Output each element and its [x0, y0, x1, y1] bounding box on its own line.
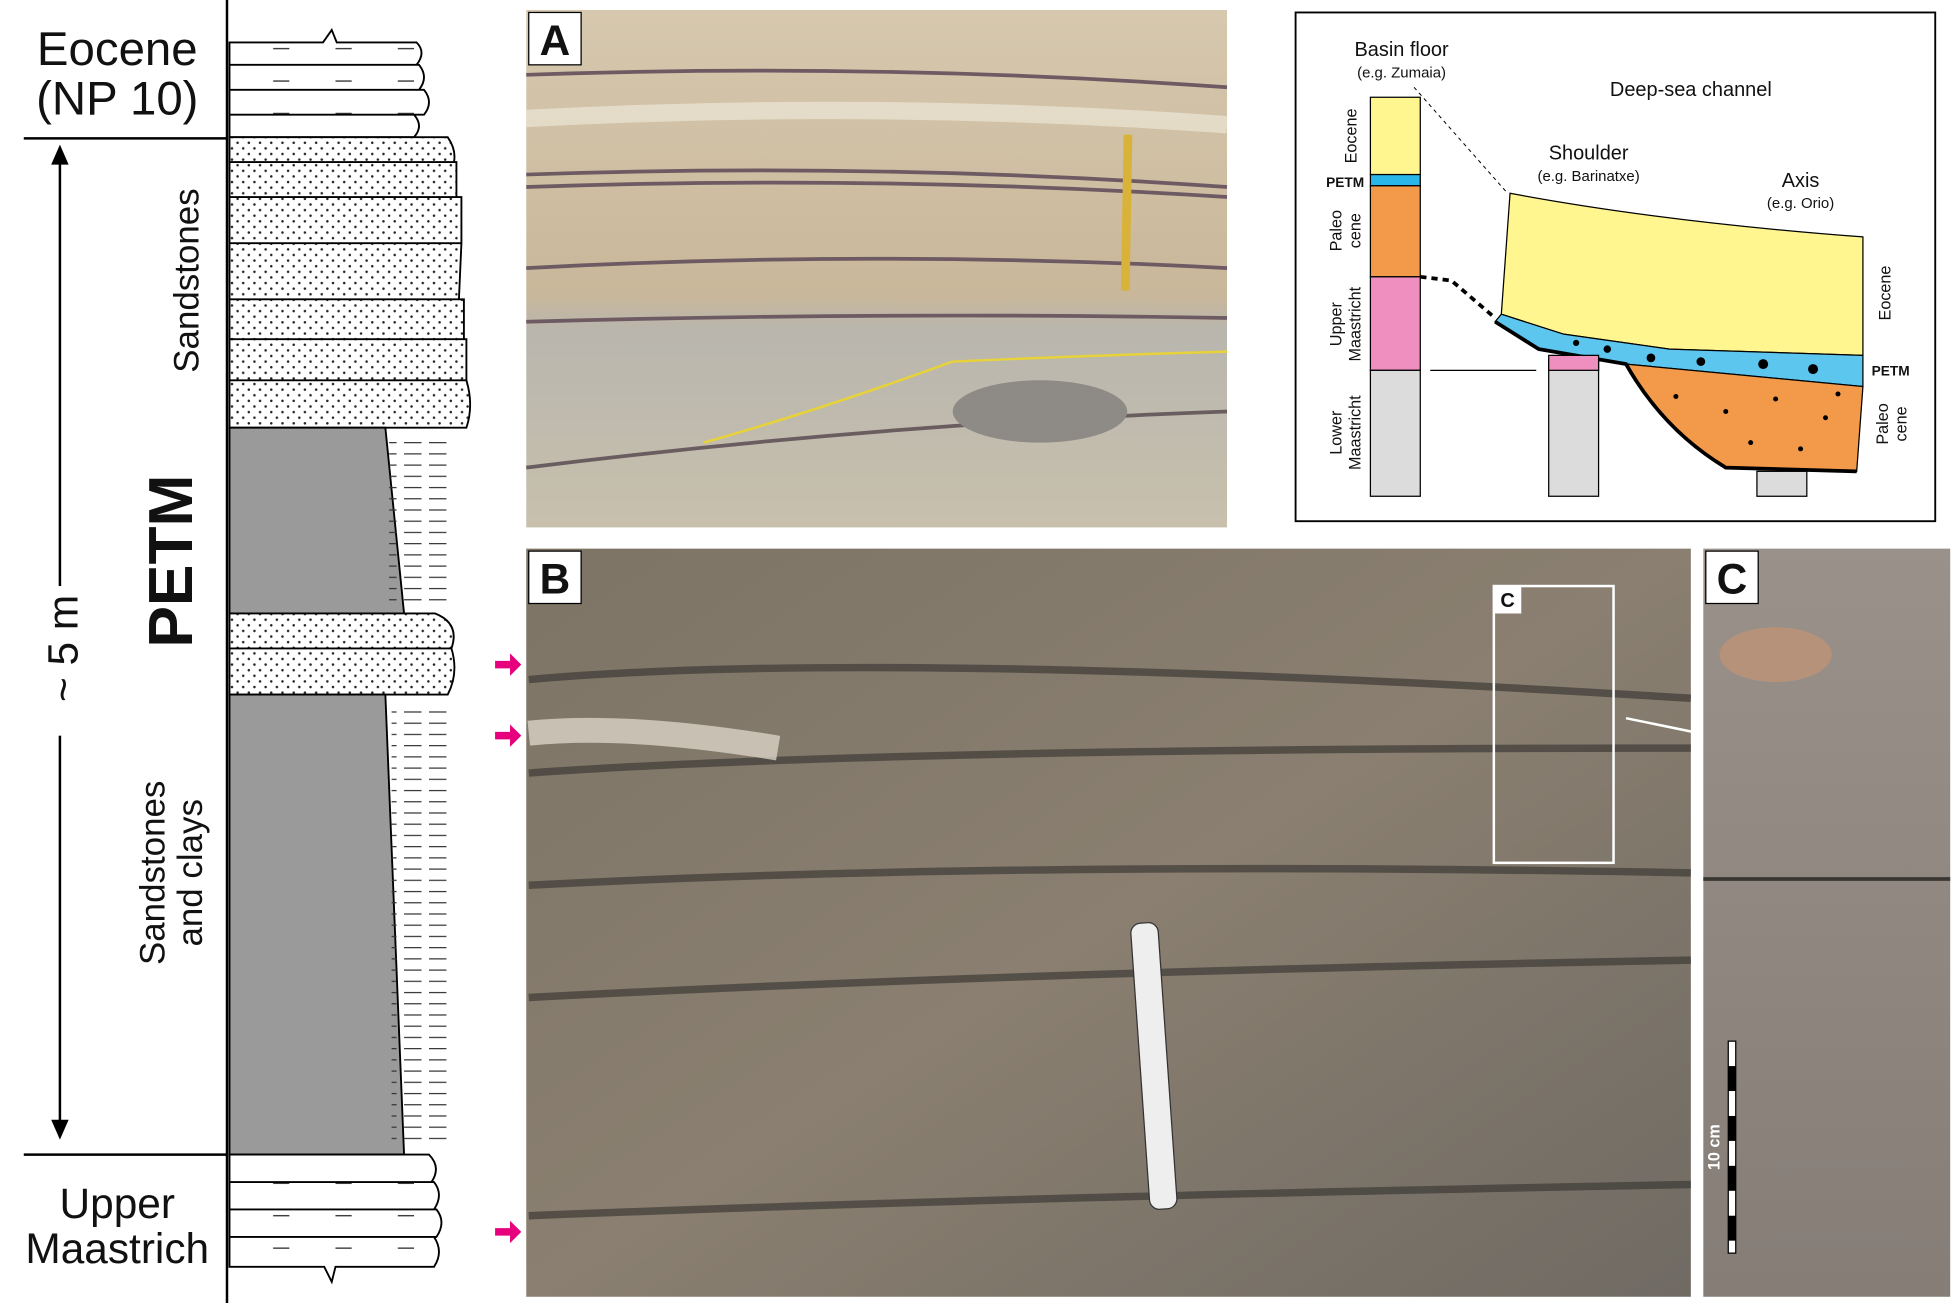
label: Sandstones	[134, 781, 173, 965]
label: cene	[1893, 406, 1911, 441]
scale-label: 10 cm	[1706, 1124, 1724, 1170]
label: Deep-sea channel	[1610, 79, 1772, 101]
label: Basin floor	[1354, 39, 1449, 61]
photo-a: A	[526, 10, 1227, 527]
label: Shoulder	[1549, 143, 1629, 165]
label: Axis	[1782, 170, 1820, 192]
panel-label: B	[540, 556, 571, 603]
panel-label: A	[540, 17, 571, 64]
label: Upper	[1328, 302, 1346, 347]
figure: Eocene (NP 10) Sandstones PETM ~ 5 m San…	[0, 0, 1959, 1303]
label: PETM	[137, 475, 206, 648]
label: PETM	[1326, 175, 1364, 190]
label: ~ 5 m	[39, 595, 86, 702]
label: Maastrich	[25, 1225, 209, 1272]
label: (e.g. Orio)	[1767, 195, 1834, 212]
label: Eocene	[1343, 108, 1361, 163]
photo-c: 10 cm C	[1703, 549, 1950, 1297]
label: Paleo	[1874, 403, 1892, 444]
label: Sandstones	[167, 188, 206, 372]
label: and clays	[171, 799, 210, 946]
label: PETM	[1872, 363, 1910, 378]
label: (e.g. Zumaia)	[1357, 64, 1446, 81]
panel-label: C	[1500, 590, 1514, 612]
label: cene	[1346, 213, 1364, 248]
column: Eocene (NP 10) Sandstones PETM ~ 5 m San…	[24, 0, 470, 1303]
label: Upper	[60, 1180, 175, 1227]
photo-b: C B	[495, 549, 1723, 1297]
label: Eocene	[37, 23, 198, 76]
label: Lower	[1328, 410, 1346, 455]
label: (NP 10)	[36, 73, 198, 126]
label: Eocene	[1876, 266, 1894, 321]
panel-label: C	[1717, 556, 1748, 603]
label: (e.g. Barinatxe)	[1537, 168, 1639, 185]
label: Maastricht	[1346, 395, 1364, 470]
label: Paleo	[1328, 210, 1346, 251]
diagram: Basin floor (e.g. Zumaia) Deep-sea chann…	[1296, 12, 1936, 521]
label: Maastricht	[1346, 286, 1364, 361]
